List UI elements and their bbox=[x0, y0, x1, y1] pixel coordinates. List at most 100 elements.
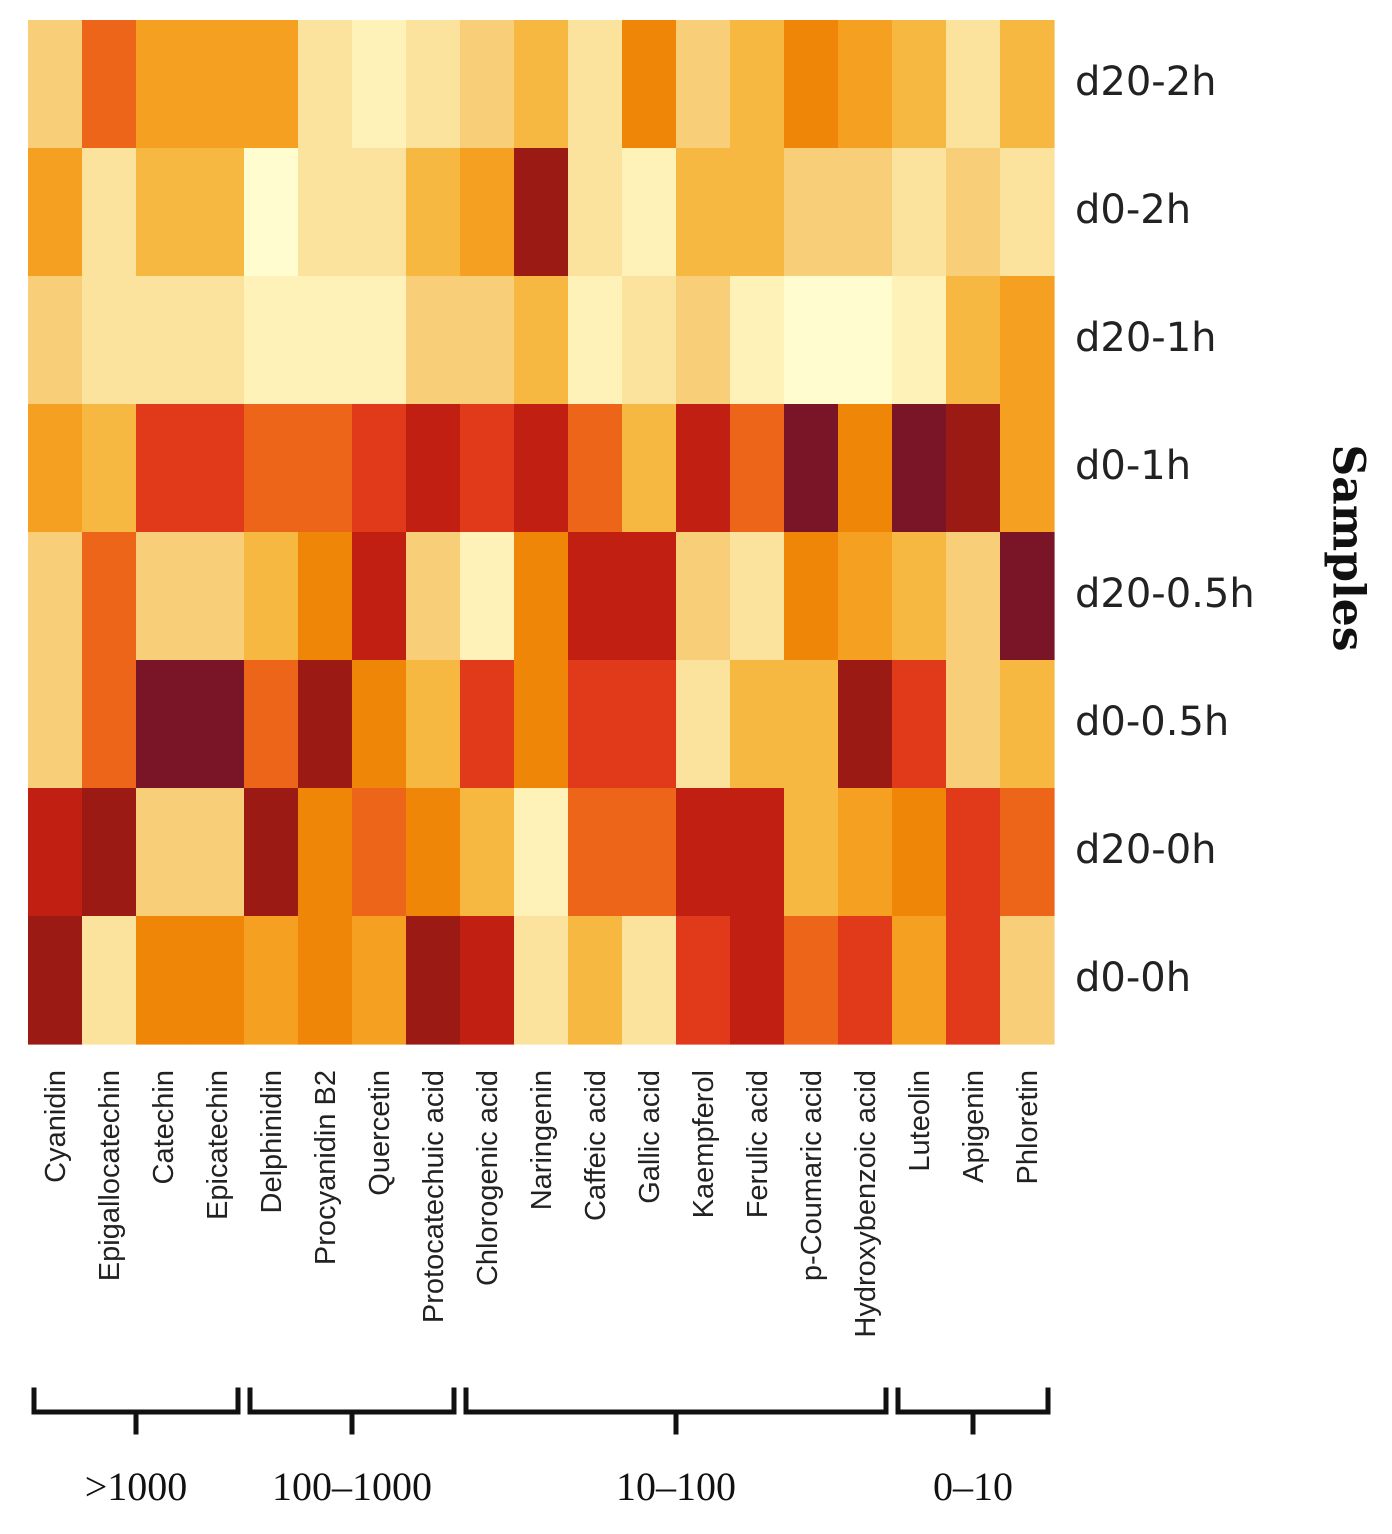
heatmap-cell bbox=[1000, 276, 1055, 405]
heatmap-cell bbox=[892, 660, 947, 789]
group-brace bbox=[247, 1387, 457, 1435]
heatmap-cell bbox=[622, 148, 677, 277]
heatmap-cell bbox=[946, 532, 1001, 661]
heatmap-cell bbox=[190, 788, 245, 917]
heatmap-cell bbox=[514, 916, 569, 1045]
group-braces bbox=[31, 1387, 1051, 1435]
heatmap-cell bbox=[730, 916, 785, 1045]
heatmap-cell bbox=[352, 916, 407, 1045]
heatmap-cell bbox=[82, 788, 137, 917]
heatmap-cell bbox=[622, 916, 677, 1045]
group-labels: >1000 100–1000 10–100 0–10 bbox=[85, 1464, 1013, 1509]
heatmap-cell bbox=[676, 660, 731, 789]
column-label: Delphinidin bbox=[256, 1070, 288, 1214]
heatmap-cell bbox=[514, 532, 569, 661]
heatmap-cell bbox=[298, 916, 353, 1045]
heatmap-cell bbox=[730, 660, 785, 789]
heatmap-cell bbox=[82, 276, 137, 405]
column-label: Epigallocatechin bbox=[94, 1070, 126, 1281]
heatmap-cell bbox=[298, 404, 353, 533]
heatmap-cell bbox=[1000, 916, 1055, 1045]
heatmap-cell bbox=[136, 532, 191, 661]
heatmap-cell bbox=[622, 788, 677, 917]
column-label: Phloretin bbox=[1012, 1070, 1044, 1184]
heatmap-cell bbox=[136, 660, 191, 789]
column-label: Cyanidin bbox=[40, 1070, 72, 1183]
heatmap-cell bbox=[1000, 20, 1055, 149]
heatmap-cell bbox=[676, 20, 731, 149]
row-labels: d20-2h d0-2h d20-1h d0-1h d20-0.5h d0-0.5h d20… bbox=[1075, 59, 1255, 1001]
column-label: Chlorogenic acid bbox=[472, 1070, 504, 1286]
heatmap-cell bbox=[946, 276, 1001, 405]
row-label: d0-2h bbox=[1075, 187, 1191, 233]
heatmap-cell bbox=[784, 660, 839, 789]
heatmap-cell bbox=[568, 20, 623, 149]
heatmap-cell bbox=[82, 532, 137, 661]
heatmap-cell bbox=[676, 532, 731, 661]
heatmap-cell bbox=[784, 276, 839, 405]
heatmap-cell bbox=[838, 532, 893, 661]
heatmap-cell bbox=[676, 916, 731, 1045]
heatmap-cell bbox=[568, 276, 623, 405]
group-brace bbox=[895, 1387, 1051, 1435]
heatmap-cell bbox=[406, 916, 461, 1045]
y-axis-title: Samples bbox=[1323, 444, 1374, 651]
row-label: d0-1h bbox=[1075, 443, 1191, 489]
heatmap-cell bbox=[352, 20, 407, 149]
heatmap-cell bbox=[244, 148, 299, 277]
heatmap-cell bbox=[298, 532, 353, 661]
row-label: d20-2h bbox=[1075, 59, 1217, 105]
heatmap-cell bbox=[298, 148, 353, 277]
heatmap-cell bbox=[622, 276, 677, 405]
group-label: >1000 bbox=[85, 1464, 188, 1509]
heatmap-cell bbox=[514, 148, 569, 277]
column-label: Epicatechin bbox=[202, 1070, 234, 1220]
heatmap-cell bbox=[946, 916, 1001, 1045]
heatmap-cell bbox=[406, 788, 461, 917]
heatmap-cell bbox=[244, 20, 299, 149]
heatmap-cell bbox=[190, 20, 245, 149]
heatmap-cell bbox=[568, 660, 623, 789]
heatmap-cell bbox=[460, 788, 515, 917]
heatmap-cell bbox=[82, 404, 137, 533]
heatmap-cell bbox=[460, 20, 515, 149]
heatmap-cell bbox=[82, 20, 137, 149]
column-label: Hydroxybenzoic acid bbox=[850, 1070, 882, 1338]
column-label: Quercetin bbox=[364, 1070, 396, 1196]
heatmap-cell bbox=[460, 916, 515, 1045]
heatmap-cell bbox=[514, 276, 569, 405]
heatmap-cell bbox=[568, 148, 623, 277]
heatmap-cell bbox=[622, 20, 677, 149]
heatmap-cell bbox=[730, 276, 785, 405]
heatmap-cell bbox=[514, 788, 569, 917]
heatmap-cell bbox=[460, 660, 515, 789]
group-label: 0–10 bbox=[933, 1464, 1013, 1509]
column-label: Procyanidin B2 bbox=[310, 1070, 342, 1265]
heatmap-cell bbox=[82, 660, 137, 789]
heatmap-cell bbox=[352, 276, 407, 405]
column-labels: Cyanidin Epigallocatechin Catechin Epicatec… bbox=[40, 1070, 1044, 1338]
heatmap-cell bbox=[1000, 148, 1055, 277]
column-label: p-Coumaric acid bbox=[796, 1070, 828, 1281]
heatmap-cell bbox=[568, 404, 623, 533]
heatmap-cell bbox=[28, 660, 83, 789]
heatmap-cell bbox=[838, 788, 893, 917]
heatmap-cell bbox=[460, 276, 515, 405]
heatmap-cell bbox=[298, 276, 353, 405]
heatmap-cell bbox=[676, 276, 731, 405]
heatmap-cell bbox=[136, 20, 191, 149]
heatmap-cell bbox=[1000, 788, 1055, 917]
heatmap-cell bbox=[352, 788, 407, 917]
heatmap-cell bbox=[676, 404, 731, 533]
heatmap-cell bbox=[622, 660, 677, 789]
heatmap-cell bbox=[946, 788, 1001, 917]
heatmap-cell bbox=[82, 148, 137, 277]
group-label: 10–100 bbox=[616, 1464, 736, 1509]
heatmap-cell bbox=[892, 532, 947, 661]
heatmap-cell bbox=[190, 404, 245, 533]
heatmap-cell bbox=[1000, 532, 1055, 661]
column-label: Catechin bbox=[148, 1070, 180, 1184]
heatmap-cell bbox=[244, 532, 299, 661]
heatmap-cell bbox=[784, 788, 839, 917]
